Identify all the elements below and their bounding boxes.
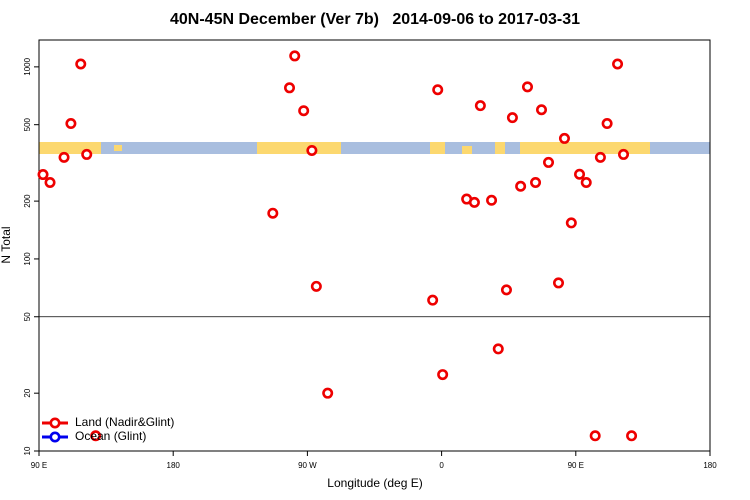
point — [500, 284, 512, 296]
point — [486, 194, 498, 206]
x-tick-label: 0 — [439, 461, 444, 470]
point — [90, 430, 102, 442]
map-strip — [39, 142, 710, 154]
point — [601, 118, 613, 130]
y-tick-label: 10 — [23, 446, 32, 455]
x-tick-label: 180 — [703, 461, 717, 470]
legend-label: Land (Nadir&Glint) — [75, 415, 174, 429]
point — [580, 177, 592, 189]
point — [289, 50, 301, 62]
x-axis-label: Longitude (deg E) — [327, 476, 422, 490]
point — [75, 58, 87, 70]
y-tick-label: 50 — [23, 312, 32, 321]
legend-marker — [49, 431, 61, 443]
point — [298, 105, 310, 117]
y-axis-label: N Total — [0, 226, 13, 263]
point — [574, 168, 586, 180]
point — [474, 100, 486, 112]
point — [536, 104, 548, 116]
chart-title: 40N-45N December (Ver 7b) 2014-09-06 to … — [170, 11, 580, 28]
point — [267, 207, 279, 219]
plot-frame — [38, 39, 711, 452]
point — [492, 343, 504, 355]
x-tick-label: 90 W — [298, 461, 317, 470]
point — [565, 217, 577, 229]
point — [432, 84, 444, 96]
x-tick-label: 180 — [167, 461, 181, 470]
x-tick-label: 90 E — [568, 461, 584, 470]
point — [506, 112, 518, 124]
point — [310, 280, 322, 292]
point — [626, 430, 638, 442]
point — [515, 180, 527, 192]
legend-label: Ocean (Glint) — [75, 429, 146, 443]
y-tick-label: 200 — [23, 194, 32, 208]
point — [612, 58, 624, 70]
point — [558, 132, 570, 144]
point — [44, 177, 56, 189]
point — [427, 294, 439, 306]
point — [37, 169, 49, 181]
point — [594, 151, 606, 163]
point — [468, 196, 480, 208]
point — [437, 369, 449, 381]
y-tick-label: 100 — [23, 252, 32, 266]
point — [553, 277, 565, 289]
point — [589, 430, 601, 442]
point — [530, 177, 542, 189]
point — [322, 387, 334, 399]
point — [284, 82, 296, 94]
point — [543, 156, 555, 168]
point — [618, 148, 630, 160]
legend-marker — [49, 417, 61, 429]
point — [306, 144, 318, 156]
point — [65, 118, 77, 130]
point — [58, 151, 70, 163]
y-tick-label: 500 — [23, 117, 32, 131]
x-tick-label: 90 E — [31, 461, 47, 470]
point — [521, 81, 533, 93]
y-tick-label: 1000 — [23, 57, 32, 75]
y-tick-label: 20 — [23, 388, 32, 397]
point — [81, 148, 93, 160]
